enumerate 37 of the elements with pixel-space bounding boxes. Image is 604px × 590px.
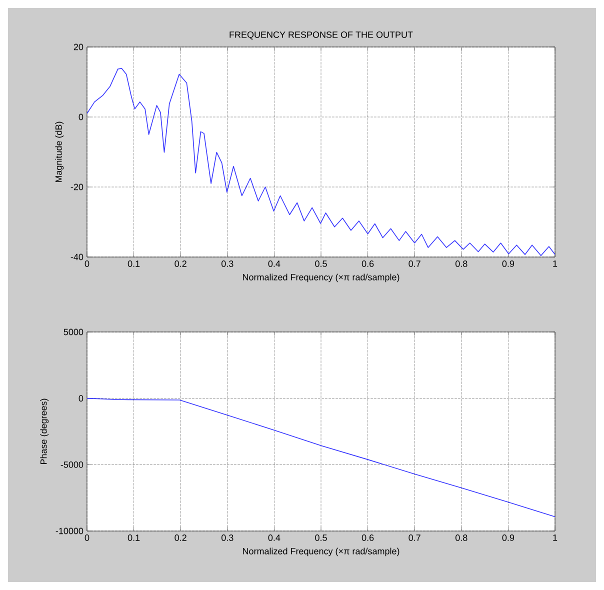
x-tick-label: 0.5 <box>315 260 327 267</box>
x-tick-label: 0.3 <box>221 534 234 541</box>
y-axis-title: Phase (degrees) <box>40 398 49 464</box>
x-tick-label: 0.2 <box>174 260 186 267</box>
x-axis-title: Normalized Frequency (×π rad/sample) <box>242 274 400 282</box>
x-tick-label: 0.9 <box>502 260 514 267</box>
x-tick-label: 0.9 <box>502 534 514 541</box>
chart-title: FREQUENCY RESPONSE OF THE OUTPUT <box>230 31 413 40</box>
x-tick-label: 0.1 <box>128 260 140 267</box>
x-tick-label: 0.1 <box>128 534 140 541</box>
y-tick-label: -5000 <box>60 461 84 468</box>
y-axis-title: Magnitude (dB) <box>55 122 64 182</box>
x-tick-label: 0.6 <box>362 534 374 541</box>
x-tick-label: 0.3 <box>221 260 234 267</box>
x-tick-label: 1 <box>553 534 558 541</box>
x-tick-label: 1 <box>553 260 558 267</box>
x-tick-label: 0 <box>84 534 90 541</box>
line-series <box>87 68 556 256</box>
x-tick-label: 0.7 <box>408 260 420 267</box>
x-tick-label: 0.4 <box>268 260 280 267</box>
y-tick-label: 20 <box>74 44 84 50</box>
x-tick-label: 0.6 <box>362 260 374 267</box>
x-tick-label: 0.2 <box>174 534 186 541</box>
x-tick-label: 0.8 <box>455 534 468 541</box>
x-tick-label: 0 <box>84 260 90 267</box>
x-tick-label: 0.5 <box>315 534 327 541</box>
y-tick-label: -10000 <box>56 528 84 534</box>
y-tick-label: 5000 <box>64 328 84 336</box>
x-tick-label: 0.7 <box>408 534 420 541</box>
line-series <box>87 398 556 518</box>
x-tick-label: 0.8 <box>455 260 468 267</box>
y-tick-label: 0 <box>78 395 84 402</box>
y-tick-label: -40 <box>70 254 84 260</box>
x-axis-title: Normalized Frequency (×π rad/sample) <box>242 548 400 556</box>
y-tick-label: -20 <box>70 184 84 190</box>
x-tick-label: 0.4 <box>268 534 280 541</box>
y-tick-label: 0 <box>78 114 84 120</box>
